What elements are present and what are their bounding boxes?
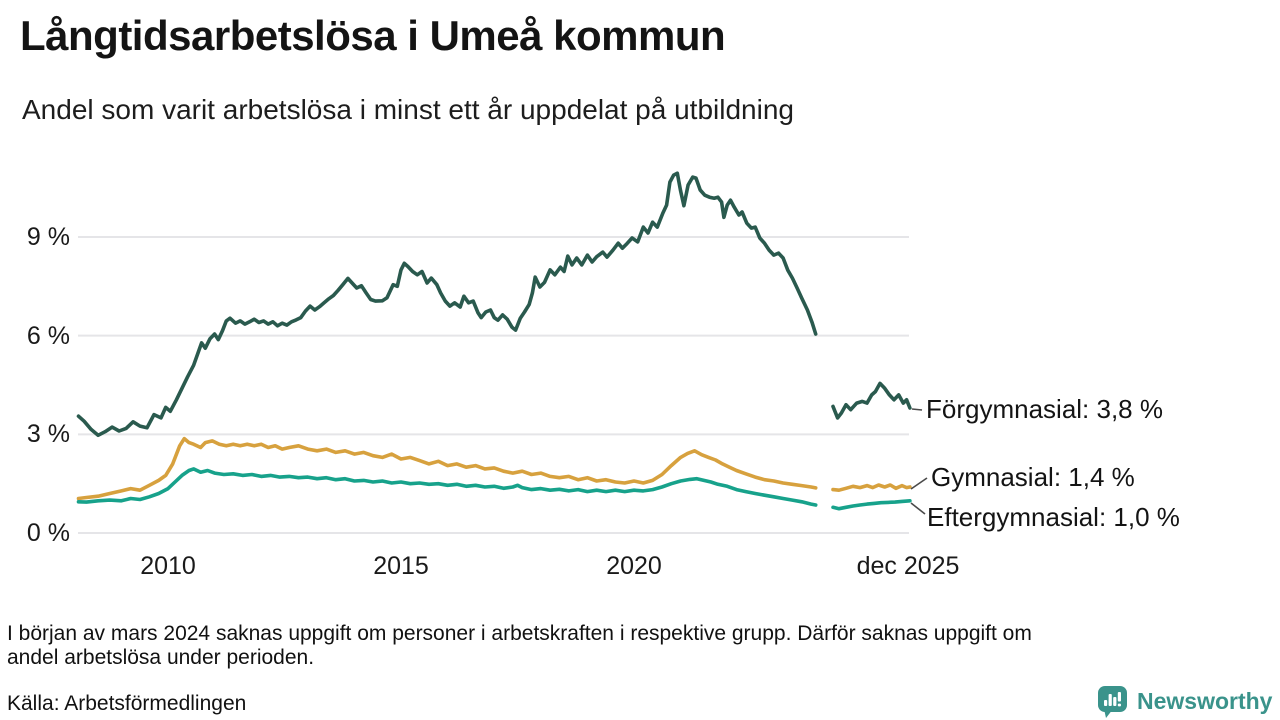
legend-gymnasial: Gymnasial: 1,4 % [931, 462, 1135, 492]
y-tick-label-0: 0 % [26, 519, 70, 547]
series-line-förgymnasial-segment-1 [76, 171, 818, 438]
series-line-eftergymnasial-segment-1 [76, 467, 818, 507]
newsworthy-wordmark: Newsworthy [1137, 688, 1273, 714]
connector-eftergymnasial [910, 502, 926, 515]
gridlines [78, 235, 909, 534]
legend-forgymnasial: Förgymnasial: 3,8 % [926, 394, 1163, 424]
y-tick-label-3: 3 % [26, 420, 70, 449]
legend-connectors [910, 408, 928, 515]
y-tick-label-6: 6 % [26, 321, 70, 350]
series-line-förgymnasial-segment-2 [831, 381, 912, 420]
footnote-line-1: I början av mars 2024 saknas uppgift om … [7, 622, 1032, 645]
series-line-gymnasial-segment-1 [76, 436, 818, 501]
connector-forgymnasial [911, 408, 923, 411]
y-tick-label-9: 9 % [26, 222, 70, 251]
x-tick-label-2010: 2010 [140, 552, 196, 580]
page-title: Långtidsarbetslösa i Umeå kommun [20, 12, 726, 59]
connector-gymnasial [910, 477, 928, 490]
newsworthy-icon [1098, 686, 1127, 718]
source-attribution: Källa: Arbetsförmedlingen [7, 692, 247, 715]
series-line-eftergymnasial-segment-2 [831, 498, 912, 511]
x-tick-label-2020: 2020 [606, 552, 662, 580]
series-line-gymnasial-segment-2 [831, 483, 912, 493]
series-lines [76, 171, 912, 511]
newsworthy-logo[interactable]: Newsworthy [1096, 685, 1272, 718]
legend-eftergymnasial: Eftergymnasial: 1,0 % [927, 502, 1180, 532]
x-tick-label-2015: 2015 [373, 552, 429, 580]
x-tick-label-dec-2025: dec 2025 [856, 552, 960, 580]
page-subtitle: Andel som varit arbetslösa i minst ett å… [22, 94, 794, 125]
footnote: I början av mars 2024 saknas uppgift om … [7, 622, 1257, 670]
footnote-line-2: andel arbetslösa under perioden. [7, 646, 315, 669]
